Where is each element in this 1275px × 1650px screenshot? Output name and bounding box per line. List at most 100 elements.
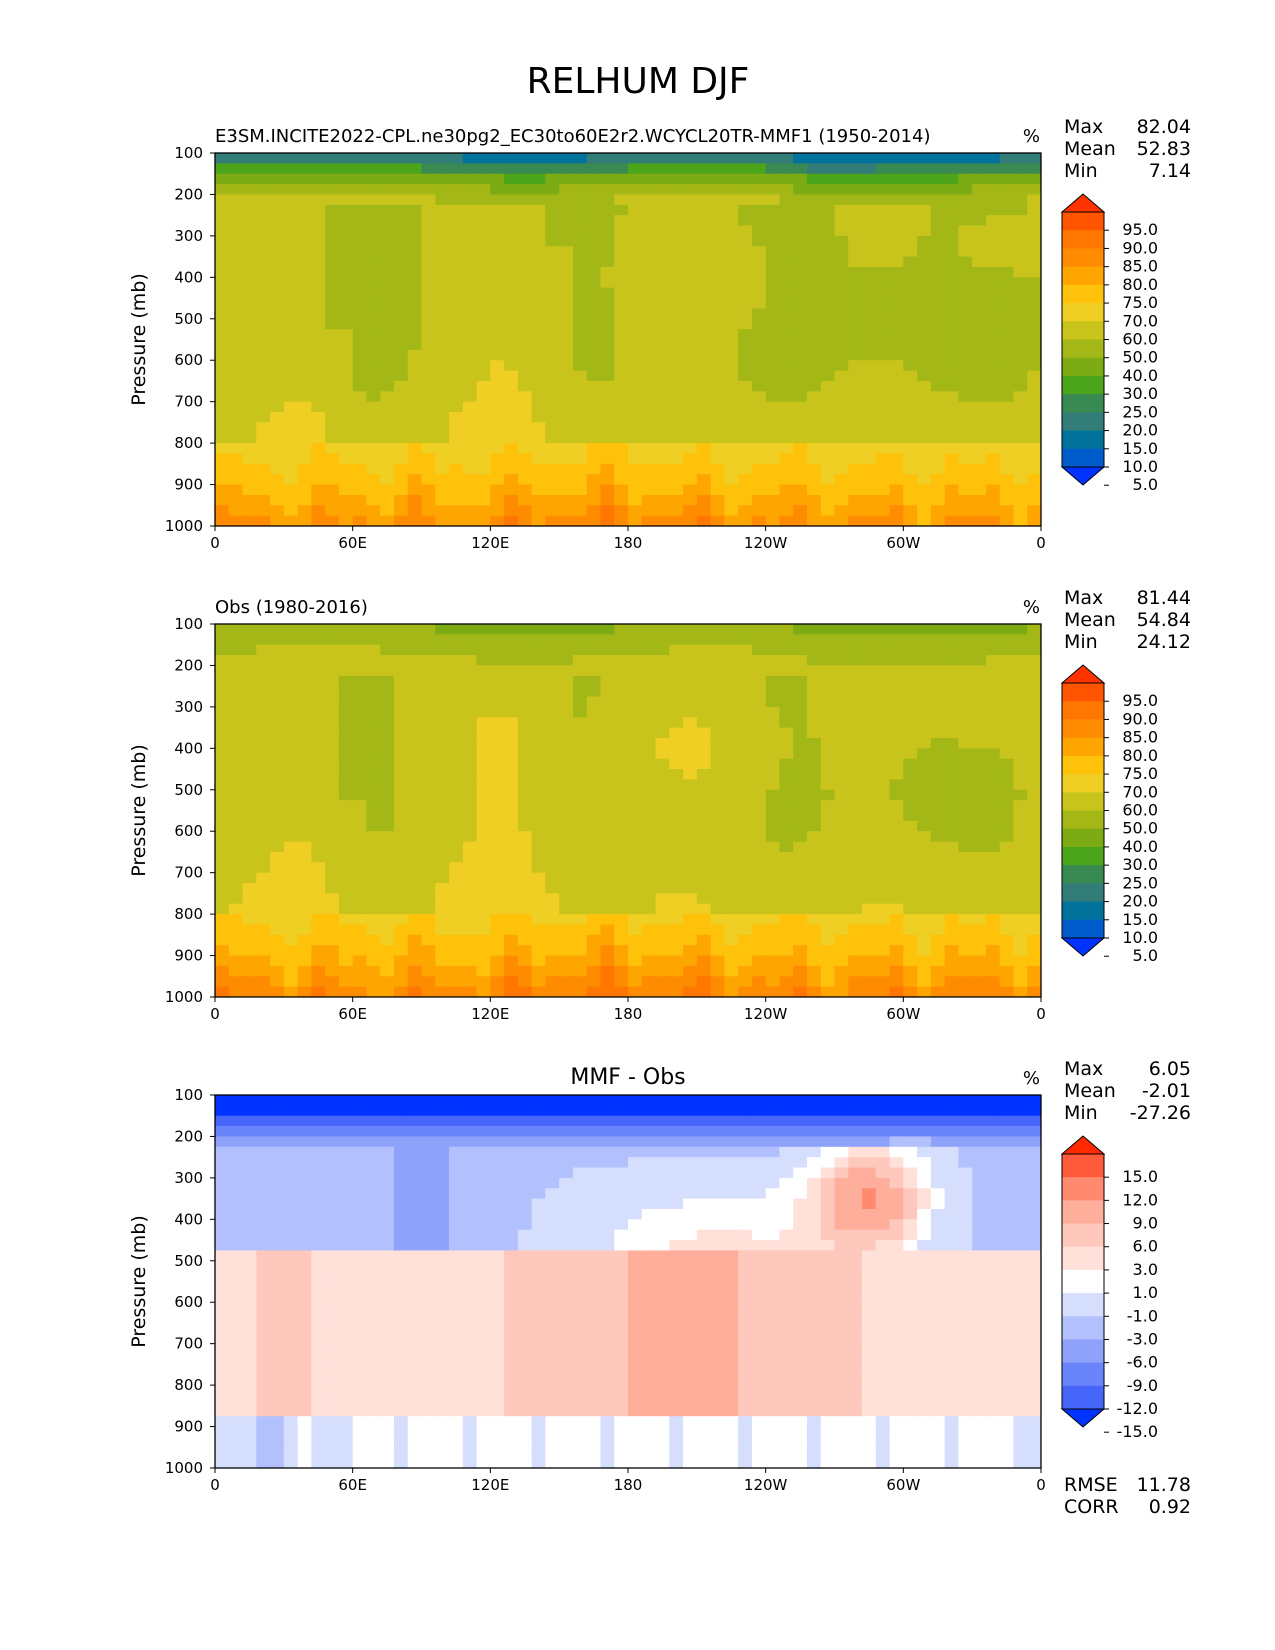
contour-cell	[930, 769, 946, 781]
contour-cell	[930, 696, 946, 708]
contour-cell	[944, 194, 959, 206]
contour-cell	[875, 349, 891, 361]
contour-cell	[917, 706, 932, 718]
contour-cell	[806, 432, 822, 444]
contour-cell	[862, 163, 877, 175]
contour-cell	[806, 422, 822, 434]
contour-cell	[572, 256, 588, 268]
contour-cell	[228, 339, 244, 351]
contour-cell	[614, 422, 629, 434]
contour-cell	[517, 789, 533, 801]
contour-cell	[435, 1167, 450, 1179]
contour-cell	[215, 1105, 230, 1117]
contour-cell	[407, 432, 423, 444]
contour-cell	[559, 851, 574, 863]
contour-cell	[490, 779, 505, 791]
contour-cell	[311, 235, 326, 247]
contour-cell	[875, 204, 891, 216]
contour-cell	[985, 494, 1001, 506]
contour-cell	[972, 184, 987, 196]
contour-cell	[476, 494, 491, 506]
contour-cell	[889, 401, 904, 413]
contour-cell	[407, 422, 423, 434]
contour-cell	[862, 1126, 877, 1138]
contour-cell	[421, 194, 436, 206]
contour-cell	[586, 370, 602, 382]
contour-cell	[1027, 256, 1041, 268]
contour-cell	[820, 883, 836, 894]
contour-cell	[256, 505, 271, 517]
contour-cell	[641, 1136, 657, 1148]
contour-cell	[889, 655, 904, 667]
contour-cell	[793, 1146, 808, 1158]
contour-cell	[641, 634, 657, 646]
contour-cell	[462, 463, 478, 475]
contour-cell	[930, 443, 946, 455]
contour-cell	[724, 494, 739, 506]
contour-cell	[1027, 153, 1041, 164]
contour-cell	[586, 329, 602, 341]
contour-cell	[641, 727, 657, 739]
contour-cell	[889, 505, 904, 517]
contour-cell	[683, 1095, 698, 1106]
contour-cell	[352, 215, 368, 227]
contour-cell	[256, 453, 271, 465]
contour-cell	[820, 360, 836, 372]
contour-cell	[903, 256, 918, 268]
contour-cell	[669, 484, 684, 496]
contour-cell	[462, 758, 478, 770]
contour-cell	[338, 965, 354, 977]
contour-cell	[352, 748, 368, 760]
contour-cell	[806, 1105, 822, 1117]
contour-cell	[338, 246, 354, 258]
contour-cell	[683, 800, 698, 812]
contour-cell	[586, 696, 602, 708]
contour-cell	[531, 1095, 546, 1106]
contour-cell	[614, 737, 629, 749]
contour-cell	[586, 308, 602, 320]
contour-cell	[641, 800, 657, 812]
contour-cell	[435, 976, 450, 988]
contour-cell	[435, 655, 450, 667]
contour-cell	[903, 349, 918, 361]
contour-cell	[930, 903, 946, 915]
contour-cell	[862, 422, 877, 434]
contour-cell	[352, 903, 368, 915]
contour-cell	[380, 453, 395, 465]
contour-cell	[393, 246, 409, 258]
contour-cell	[614, 924, 629, 936]
contour-cell	[366, 934, 381, 946]
contour-cell	[449, 1146, 464, 1158]
contour-cell	[297, 329, 312, 341]
contour-cell	[476, 515, 491, 526]
contour-cell	[683, 810, 698, 822]
contour-cell	[297, 655, 312, 667]
contour-cell	[283, 1095, 299, 1106]
contour-cell	[710, 349, 725, 361]
contour-cell	[738, 779, 753, 791]
contour-cell	[875, 1136, 891, 1148]
contour-cell	[559, 1146, 574, 1158]
contour-cell	[903, 266, 918, 278]
contour-cell	[490, 391, 505, 403]
contour-cell	[903, 1126, 918, 1138]
contour-cell	[366, 194, 381, 206]
contour-cell	[724, 163, 739, 175]
contour-cell	[545, 665, 560, 677]
contour-cell	[297, 872, 312, 884]
contour-cell	[476, 225, 491, 237]
contour-cell	[490, 184, 505, 196]
contour-cell	[972, 914, 987, 926]
contour-cell	[765, 976, 781, 988]
contour-cell	[1027, 644, 1041, 656]
contour-cell	[283, 914, 299, 926]
contour-cell	[338, 862, 354, 874]
contour-cell	[889, 862, 904, 874]
contour-cell	[696, 1146, 712, 1158]
contour-cell	[793, 706, 808, 718]
contour-cell	[669, 758, 684, 770]
contour-cell	[407, 820, 423, 832]
contour-cell	[862, 401, 877, 413]
contour-cell	[311, 831, 326, 843]
contour-cell	[930, 204, 946, 216]
